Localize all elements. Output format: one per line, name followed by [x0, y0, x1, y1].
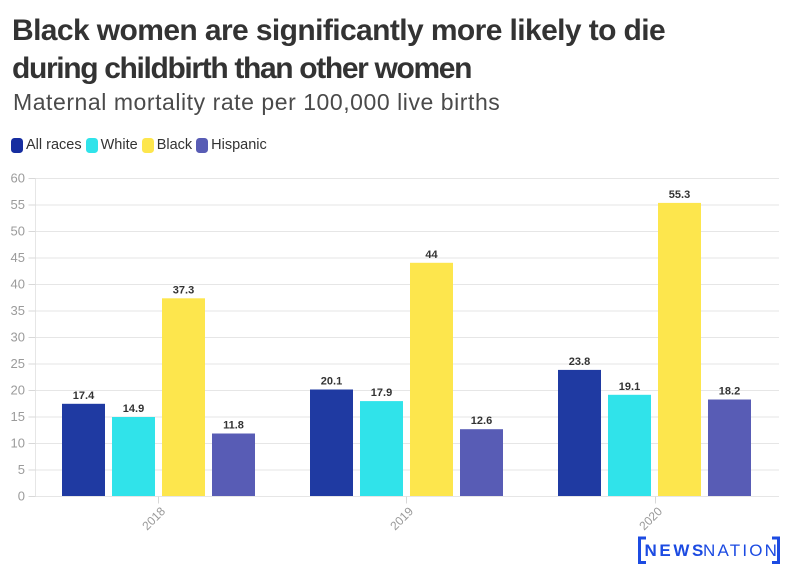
svg-text:5: 5 — [18, 462, 25, 477]
svg-text:20: 20 — [11, 383, 25, 398]
svg-text:35: 35 — [11, 303, 25, 318]
svg-text:50: 50 — [11, 224, 25, 239]
svg-text:40: 40 — [11, 277, 25, 292]
svg-text:55: 55 — [11, 197, 25, 212]
svg-text:55.3: 55.3 — [669, 189, 690, 201]
svg-text:15: 15 — [11, 409, 25, 424]
svg-text:NATION: NATION — [703, 541, 779, 560]
svg-text:NEWS: NEWS — [645, 541, 706, 560]
svg-text:44: 44 — [425, 249, 438, 261]
svg-text:10: 10 — [11, 436, 25, 451]
svg-text:37.3: 37.3 — [173, 284, 194, 296]
svg-text:25: 25 — [11, 356, 25, 371]
svg-text:23.8: 23.8 — [569, 356, 590, 368]
svg-text:14.9: 14.9 — [123, 403, 144, 415]
svg-text:60: 60 — [11, 171, 25, 186]
svg-text:19.1: 19.1 — [619, 381, 640, 393]
svg-text:18.2: 18.2 — [719, 386, 740, 398]
svg-text:17.9: 17.9 — [371, 387, 392, 399]
svg-text:12.6: 12.6 — [471, 415, 492, 427]
svg-text:17.4: 17.4 — [73, 390, 95, 402]
svg-text:30: 30 — [11, 330, 25, 345]
svg-text:11.8: 11.8 — [223, 420, 244, 432]
svg-text:2020: 2020 — [636, 504, 665, 533]
svg-text:2018: 2018 — [139, 504, 168, 533]
svg-text:2019: 2019 — [387, 504, 416, 533]
svg-text:20.1: 20.1 — [321, 376, 342, 388]
svg-text:0: 0 — [18, 489, 25, 504]
svg-text:45: 45 — [11, 250, 25, 265]
